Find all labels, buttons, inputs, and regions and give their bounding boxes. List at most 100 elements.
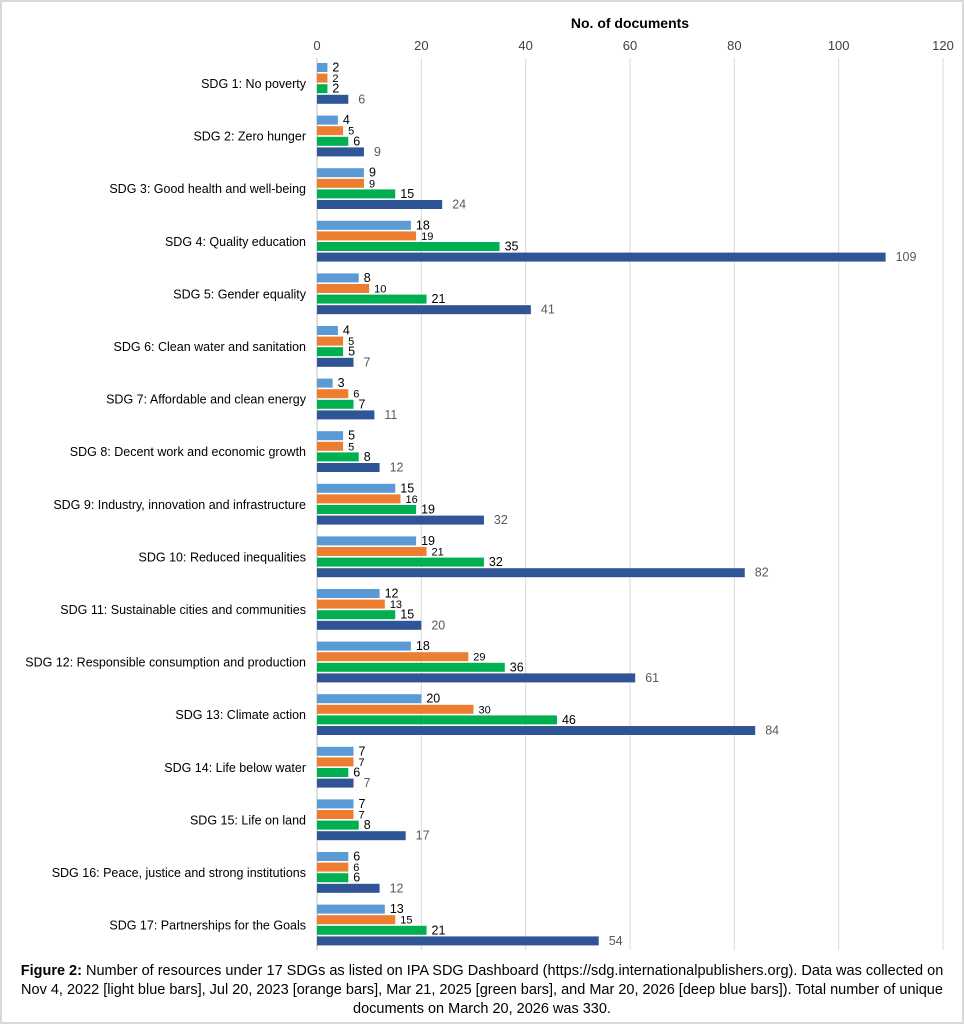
bar <box>317 620 422 630</box>
bar <box>317 147 364 157</box>
x-tick-label: 0 <box>313 38 320 53</box>
data-label: 7 <box>364 355 371 369</box>
data-label: 11 <box>384 408 397 422</box>
bar <box>317 589 380 598</box>
bar <box>317 883 380 893</box>
bar <box>317 873 349 883</box>
bar <box>317 463 380 472</box>
category-label: SDG 15: Life on land <box>190 813 306 827</box>
bar <box>317 220 411 230</box>
data-label: 9 <box>374 145 381 159</box>
data-label: 19 <box>421 231 433 243</box>
data-label: 6 <box>353 766 360 780</box>
bar <box>317 778 354 788</box>
data-label: 7 <box>359 757 365 769</box>
bar <box>317 347 344 357</box>
bar <box>317 326 338 335</box>
data-label: 7 <box>359 397 366 411</box>
bar <box>317 73 328 83</box>
data-label: 13 <box>390 902 404 916</box>
data-label: 7 <box>359 810 365 822</box>
data-label: 5 <box>348 336 354 348</box>
data-label: 54 <box>609 934 623 948</box>
data-label: 19 <box>421 534 435 548</box>
category-label: SDG 6: Clean water and sanitation <box>114 340 307 354</box>
bar <box>317 515 484 525</box>
data-label: 9 <box>369 166 376 180</box>
bar <box>317 378 333 388</box>
bar <box>317 536 417 546</box>
data-label: 6 <box>353 389 359 401</box>
figure-caption: Figure 2: Number of resources under 17 S… <box>20 962 944 1019</box>
bar <box>317 599 385 609</box>
bar <box>317 115 338 125</box>
data-label: 12 <box>390 461 404 475</box>
bar <box>317 757 354 767</box>
bar <box>317 494 401 504</box>
data-label: 7 <box>359 744 366 758</box>
bar <box>317 904 385 914</box>
data-label: 46 <box>562 713 576 727</box>
data-label: 4 <box>343 113 350 127</box>
category-label: SDG 10: Reduced inequalities <box>139 550 306 564</box>
data-label: 84 <box>765 724 779 738</box>
bar <box>317 273 359 283</box>
data-label: 2 <box>332 73 338 85</box>
data-label: 82 <box>755 566 769 580</box>
data-label: 109 <box>896 250 917 264</box>
bar <box>317 431 344 441</box>
category-label: SDG 8: Decent work and economic growth <box>70 445 306 459</box>
bar-chart: No. of documents 0 20 40 60 80 100 120 SDG 1: No… <box>25 15 954 950</box>
bar <box>317 441 344 451</box>
data-label: 8 <box>364 818 371 832</box>
x-tick-label: 100 <box>828 38 850 53</box>
x-tick-label: 80 <box>727 38 741 53</box>
data-label: 12 <box>390 881 404 895</box>
x-tick-label: 120 <box>932 38 954 53</box>
bar <box>317 641 411 651</box>
data-label: 5 <box>348 441 354 453</box>
category-label: SDG 9: Industry, innovation and infrastr… <box>53 498 306 512</box>
data-label: 6 <box>353 871 360 885</box>
data-label: 17 <box>416 829 430 843</box>
bar <box>317 178 364 188</box>
bar <box>317 336 344 346</box>
data-label: 61 <box>645 671 659 685</box>
category-label: SDG 2: Zero hunger <box>193 130 306 144</box>
data-label: 2 <box>332 82 339 96</box>
bar <box>317 568 745 578</box>
data-label: 21 <box>432 292 446 306</box>
bar <box>317 63 328 72</box>
bar <box>317 168 364 178</box>
category-label: SDG 13: Climate action <box>175 708 306 722</box>
data-label: 5 <box>348 429 355 443</box>
data-label: 10 <box>374 284 386 296</box>
data-label: 20 <box>431 618 445 632</box>
bar <box>317 94 349 104</box>
data-label: 29 <box>473 652 485 664</box>
bar <box>317 294 427 304</box>
data-label: 15 <box>400 915 412 927</box>
category-label: SDG 12: Responsible consumption and prod… <box>25 656 306 670</box>
category-label: SDG 11: Sustainable cities and communiti… <box>60 603 306 617</box>
data-label: 4 <box>343 324 350 338</box>
data-label: 12 <box>385 587 399 601</box>
bar <box>317 136 349 146</box>
data-label: 30 <box>479 704 491 716</box>
data-label: 15 <box>400 481 414 495</box>
bar <box>317 652 469 662</box>
bar <box>317 252 886 262</box>
data-label: 20 <box>426 692 440 706</box>
data-label: 3 <box>338 376 345 390</box>
data-label: 6 <box>353 862 359 874</box>
category-label: SDG 16: Peace, justice and strong instit… <box>52 866 306 880</box>
data-label: 35 <box>505 240 519 254</box>
x-tick-label: 20 <box>414 38 428 53</box>
x-tick-label: 40 <box>518 38 532 53</box>
bar <box>317 715 557 725</box>
data-label: 36 <box>510 660 524 674</box>
bar <box>317 483 396 493</box>
data-label: 18 <box>416 218 430 232</box>
bar <box>317 799 354 809</box>
data-label: 7 <box>364 776 371 790</box>
